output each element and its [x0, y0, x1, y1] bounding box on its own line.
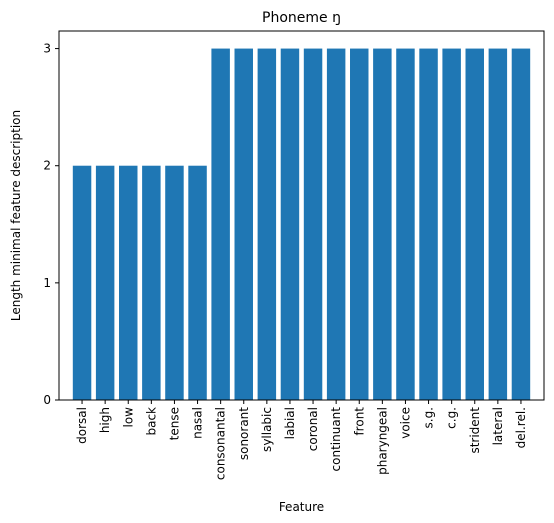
x-axis-label: Feature	[279, 500, 324, 514]
bar-dorsal	[72, 165, 92, 400]
x-ticks-group: dorsal high low back tense nasal consonantal so…	[75, 400, 528, 480]
bar-del.rel.	[511, 48, 531, 400]
bar-pharyngeal	[373, 48, 392, 400]
x-tick-label: lateral	[491, 407, 505, 445]
y-axis-label: Length minimal feature description	[9, 110, 23, 321]
bar-back	[142, 165, 161, 400]
x-tick-label: voice	[398, 407, 412, 439]
chart-title: Phoneme ŋ	[262, 10, 341, 26]
x-tick-label: syllabic	[260, 407, 274, 452]
x-tick-label: continuant	[329, 407, 343, 472]
x-tick-label: front	[352, 407, 366, 436]
x-tick-label: consonantal	[214, 407, 228, 480]
x-tick-label: back	[144, 407, 158, 436]
y-ticks-group: 0 1 2 3	[43, 42, 59, 407]
x-tick-label: del.rel.	[514, 407, 528, 448]
bar-tense	[165, 165, 184, 400]
y-tick-label: 1	[43, 276, 51, 290]
x-tick-label: tense	[167, 407, 181, 440]
plot-frame	[58, 30, 545, 401]
x-tick-label: coronal	[306, 407, 320, 451]
bar-syllabic	[257, 48, 277, 400]
x-tick-label: labial	[283, 407, 297, 439]
bar-s.g.	[419, 48, 438, 400]
x-tick-label: nasal	[191, 407, 205, 439]
x-tick-label: strident	[468, 407, 482, 454]
x-tick-label: low	[121, 407, 135, 428]
x-tick-label: s.g.	[422, 407, 436, 429]
x-tick-label: c.g.	[445, 407, 459, 429]
bar-consonantal	[211, 48, 230, 400]
x-tick-label: sonorant	[237, 407, 251, 460]
x-tick-label: dorsal	[75, 407, 89, 444]
y-tick-label: 2	[43, 159, 51, 173]
bar-high	[95, 165, 115, 400]
y-tick-label: 0	[43, 393, 51, 407]
bar-continuant	[326, 48, 346, 400]
bar-front	[350, 48, 369, 400]
bar-voice	[396, 48, 415, 400]
x-tick-label: pharyngeal	[375, 407, 389, 475]
bar-low	[119, 165, 138, 400]
bar-labial	[280, 48, 300, 400]
bar-c.g.	[442, 48, 461, 400]
x-tick-label: high	[98, 407, 112, 433]
y-tick-label: 3	[43, 42, 51, 56]
bars-group	[72, 48, 531, 400]
bar-sonorant	[234, 48, 253, 400]
bar-strident	[465, 48, 484, 400]
bar-nasal	[188, 165, 207, 400]
bar-lateral	[488, 48, 508, 400]
bar-coronal	[303, 48, 323, 400]
